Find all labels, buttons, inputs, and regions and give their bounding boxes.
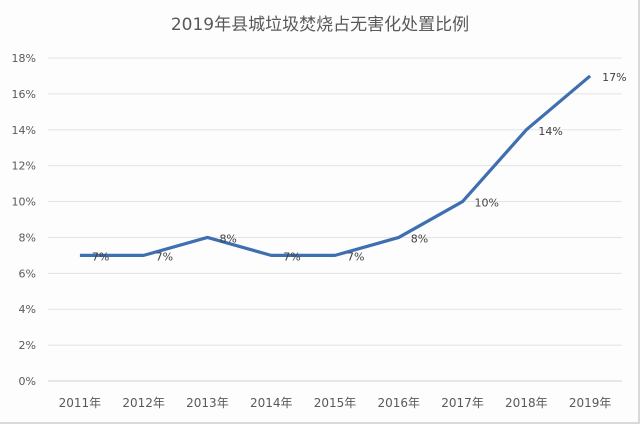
x-tick-label: 2018年 (505, 396, 548, 410)
y-tick-label: 8% (19, 231, 36, 244)
data-label: 7% (283, 250, 300, 263)
x-tick-label: 2019年 (569, 396, 612, 410)
x-tick-label: 2016年 (378, 396, 421, 410)
y-tick-label: 10% (12, 196, 36, 209)
x-tick-label: 2015年 (314, 396, 357, 410)
x-tick-label: 2012年 (122, 396, 165, 410)
chart-title: 2019年县城垃圾焚烧占无害化处置比例 (170, 15, 470, 35)
data-label: 7% (156, 250, 173, 263)
x-tick-label: 2014年 (250, 396, 293, 410)
x-tick-label: 2011年 (59, 396, 102, 410)
x-tick-label: 2013年 (186, 396, 229, 410)
data-label: 8% (411, 232, 428, 245)
y-tick-label: 14% (12, 124, 36, 137)
y-tick-label: 12% (12, 160, 36, 173)
x-tick-label: 2017年 (441, 396, 484, 410)
data-label: 17% (602, 71, 626, 84)
y-tick-label: 18% (12, 52, 36, 65)
data-label: 7% (347, 250, 364, 263)
data-label: 14% (538, 125, 562, 138)
y-tick-label: 2% (19, 339, 36, 352)
data-label: 8% (219, 232, 236, 245)
y-tick-label: 16% (12, 88, 36, 101)
data-label: 7% (92, 250, 109, 263)
data-line (79, 74, 592, 257)
y-tick-label: 6% (19, 267, 36, 280)
y-tick-label: 0% (19, 375, 36, 388)
data-label: 10% (475, 197, 499, 210)
y-tick-label: 4% (19, 303, 36, 316)
